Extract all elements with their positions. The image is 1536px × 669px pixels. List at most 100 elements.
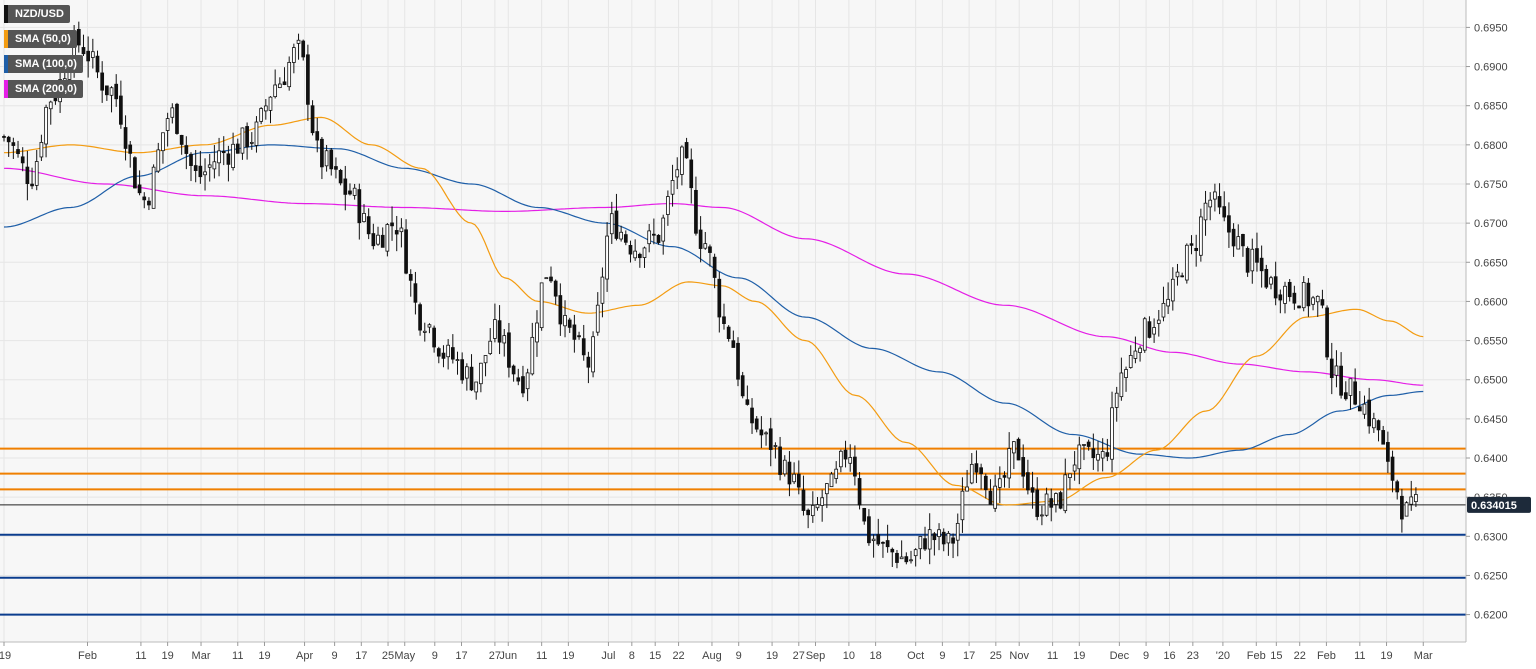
x-tick-label: 11 bbox=[536, 650, 547, 662]
x-tick-label: 9 bbox=[332, 650, 338, 662]
candle-body bbox=[796, 473, 801, 488]
candle-body bbox=[1058, 492, 1063, 509]
candle-body bbox=[221, 150, 226, 154]
candle-body bbox=[731, 340, 736, 348]
candle-body bbox=[1306, 282, 1311, 307]
candle-body bbox=[217, 150, 221, 164]
candle-body bbox=[1376, 420, 1381, 431]
candle-body bbox=[1114, 392, 1119, 408]
candle-body bbox=[464, 366, 469, 379]
x-tick-label: Aug bbox=[702, 650, 722, 662]
candle-body bbox=[1245, 248, 1250, 273]
candle-body bbox=[553, 280, 558, 297]
candle-body bbox=[1091, 448, 1096, 459]
candle-body bbox=[1357, 406, 1362, 412]
x-tick-label: 15 bbox=[1270, 650, 1282, 662]
candle-body bbox=[413, 283, 418, 303]
candle-body bbox=[76, 29, 81, 46]
candle-body bbox=[1049, 498, 1054, 508]
candle-body bbox=[479, 362, 483, 385]
candle-body bbox=[881, 541, 885, 544]
candle-body bbox=[483, 355, 488, 364]
candle-body bbox=[399, 227, 404, 233]
legend: NZD/USD SMA (50,0) SMA (100,0) SMA (200,… bbox=[4, 5, 83, 105]
candle-body bbox=[128, 144, 133, 154]
candle-body bbox=[1250, 248, 1255, 272]
candle-body bbox=[932, 533, 937, 541]
candle-body bbox=[628, 245, 633, 255]
candle-body bbox=[1259, 257, 1264, 272]
plot-background bbox=[0, 0, 1466, 642]
candle-body bbox=[455, 359, 460, 362]
candle-body bbox=[1054, 493, 1058, 505]
candle-body bbox=[1040, 514, 1044, 517]
candle-body bbox=[656, 234, 661, 243]
candle-body bbox=[81, 47, 86, 55]
candle-body bbox=[862, 507, 867, 522]
candle-body bbox=[750, 407, 754, 424]
candle-body bbox=[722, 316, 726, 324]
candle-body bbox=[997, 478, 1002, 488]
candle-body bbox=[1283, 285, 1287, 304]
candle-body bbox=[292, 47, 296, 63]
x-tick-label: Mar bbox=[1414, 650, 1433, 662]
candle-body bbox=[1409, 496, 1414, 505]
candle-body bbox=[591, 336, 595, 373]
candle-body bbox=[1325, 307, 1329, 358]
candle-body bbox=[899, 556, 904, 560]
x-tick-label: Mar bbox=[192, 650, 211, 662]
candle-body bbox=[637, 253, 642, 259]
candle-body bbox=[857, 478, 862, 506]
y-tick-label: 0.6950 bbox=[1474, 22, 1508, 34]
candle-body bbox=[1339, 365, 1343, 396]
y-tick-label: 0.6250 bbox=[1474, 570, 1508, 582]
candle-body bbox=[1386, 442, 1390, 462]
candle-body bbox=[114, 83, 119, 100]
candle-body bbox=[623, 234, 628, 243]
candle-body bbox=[418, 304, 422, 331]
candle-body bbox=[474, 381, 479, 393]
candle-body bbox=[1100, 451, 1105, 459]
last-price-tag: 0.634015 bbox=[1467, 496, 1531, 513]
candle-body bbox=[1348, 378, 1353, 396]
candle-body bbox=[137, 184, 142, 194]
candle-body bbox=[1086, 441, 1091, 447]
candle-body bbox=[941, 531, 946, 545]
sma-50-line bbox=[3, 116, 1424, 506]
candle-body bbox=[885, 540, 890, 548]
candle-body bbox=[16, 149, 20, 155]
x-tick-label: 22 bbox=[672, 650, 684, 662]
candle-body bbox=[539, 282, 544, 329]
candle-body bbox=[694, 189, 698, 234]
x-tick-label: Feb bbox=[78, 650, 97, 662]
legend-label: NZD/USD bbox=[15, 8, 64, 20]
x-tick-label: Feb bbox=[1247, 650, 1266, 662]
candle-body bbox=[740, 375, 745, 397]
candle-body bbox=[1007, 448, 1012, 479]
candle-body bbox=[666, 196, 670, 215]
x-tick-label: 19 bbox=[162, 650, 174, 662]
x-tick-label: 25 bbox=[990, 650, 1002, 662]
y-tick-label: 0.6300 bbox=[1474, 531, 1508, 543]
legend-item-sma-50[interactable]: SMA (50,0) bbox=[4, 30, 77, 48]
candle-body bbox=[544, 277, 549, 280]
candle-body bbox=[390, 222, 394, 227]
candle-body bbox=[408, 273, 413, 281]
y-tick-label: 0.6750 bbox=[1474, 179, 1508, 191]
x-tick-label: 27 bbox=[489, 650, 501, 662]
legend-item-symbol[interactable]: NZD/USD bbox=[4, 5, 70, 23]
candle-body bbox=[254, 121, 259, 146]
candle-body bbox=[1414, 494, 1418, 503]
legend-item-sma-200[interactable]: SMA (200,0) bbox=[4, 80, 83, 98]
candle-body bbox=[703, 243, 708, 249]
candle-body bbox=[1273, 276, 1278, 299]
candle-body bbox=[521, 376, 525, 394]
legend-item-sma-100[interactable]: SMA (100,0) bbox=[4, 55, 83, 73]
candle-body bbox=[988, 490, 993, 505]
candle-body bbox=[1199, 216, 1203, 256]
candle-body bbox=[34, 161, 39, 186]
x-tick-label: Sep bbox=[806, 650, 826, 662]
candle-body bbox=[1367, 399, 1372, 427]
candle-body bbox=[558, 295, 563, 325]
